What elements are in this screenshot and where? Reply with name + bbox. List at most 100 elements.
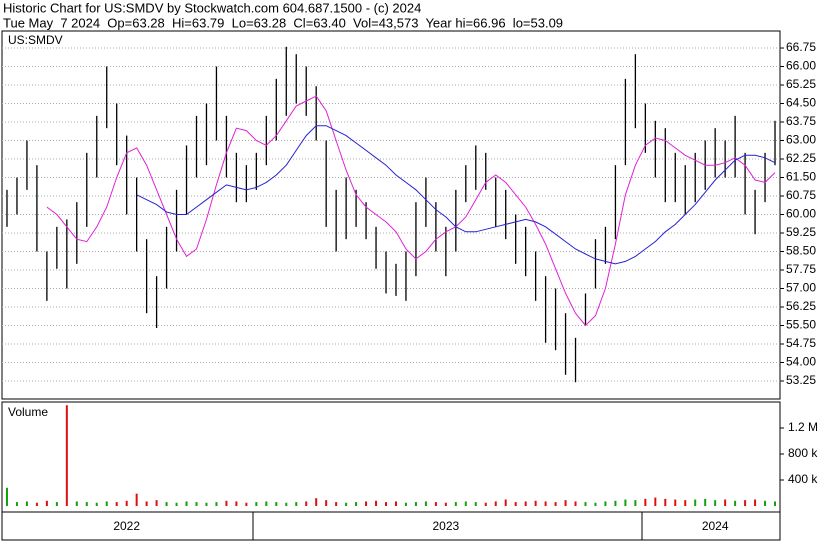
volume-bar — [235, 501, 238, 506]
volume-bar — [355, 502, 358, 506]
moving-average — [136, 125, 776, 265]
volume-bar — [724, 499, 727, 506]
panel-title: US:SMDV — [8, 33, 63, 47]
volume-bar — [704, 498, 707, 506]
volume-bar — [624, 499, 627, 506]
volume-bar — [694, 499, 697, 506]
volume-bar — [504, 499, 507, 506]
volume-bar — [225, 500, 228, 506]
volume-bar — [295, 502, 298, 506]
volume-bar — [315, 498, 318, 506]
y-tick-label: 400 k — [788, 472, 818, 486]
y-tick-label: 66.75 — [786, 40, 816, 54]
volume-bar — [305, 501, 308, 506]
y-tick-label: 57.75 — [786, 262, 816, 276]
y-tick-label: 54.00 — [786, 355, 816, 369]
y-tick-label: 1.2 M — [788, 420, 818, 434]
volume-bar — [404, 502, 407, 506]
volume-bar — [714, 500, 717, 506]
x-tick-label: 2024 — [702, 519, 729, 533]
volume-bar — [195, 502, 198, 506]
volume-bar — [75, 501, 78, 506]
volume-bar — [524, 501, 527, 506]
volume-bar — [474, 502, 477, 506]
header-line: Historic Chart for US:SMDV by Stockwatch… — [3, 0, 421, 15]
volume-bar — [265, 501, 268, 506]
volume-bar — [744, 500, 747, 506]
y-tick-label: 56.25 — [786, 299, 816, 313]
volume-bar — [754, 499, 757, 506]
volume-bar — [375, 500, 378, 506]
y-tick-label: 54.75 — [786, 336, 816, 350]
volume-bar — [185, 501, 188, 506]
volume-bar — [544, 501, 547, 506]
volume-bar — [444, 502, 447, 506]
volume-bar — [534, 500, 537, 506]
volume-bar — [275, 502, 278, 506]
y-tick-label: 63.00 — [786, 133, 816, 147]
volume-bar — [325, 500, 328, 506]
volume-bar — [514, 502, 517, 506]
volume-bar — [394, 501, 397, 506]
y-tick-label: 60.00 — [786, 207, 816, 221]
y-tick-label: 64.50 — [786, 96, 816, 110]
volume-bar — [65, 405, 68, 506]
volume-bar — [654, 497, 657, 506]
volume-bar — [574, 501, 577, 506]
y-tick-label: 63.75 — [786, 114, 816, 128]
volume-bar — [25, 501, 28, 506]
volume-bar — [175, 502, 178, 506]
volume-bar — [634, 500, 637, 506]
volume-bar — [594, 502, 597, 506]
y-tick-label: 53.25 — [786, 373, 816, 387]
volume-bar — [15, 502, 18, 506]
panel-title: Volume — [8, 405, 48, 419]
volume-bar — [365, 501, 368, 506]
volume-bar — [145, 501, 148, 506]
y-tick-label: 65.25 — [786, 77, 816, 91]
volume-bar — [285, 502, 288, 506]
volume-bar — [55, 502, 58, 506]
volume-bar — [115, 502, 118, 506]
volume-bar — [125, 500, 128, 506]
volume-bar — [345, 502, 348, 506]
volume-bar — [215, 502, 218, 506]
y-tick-label: 62.25 — [786, 151, 816, 165]
volume-bar — [494, 501, 497, 506]
header-line: Tue May 7 2024 Op=63.28 Hi=63.79 Lo=63.2… — [3, 15, 563, 30]
y-tick-label: 59.25 — [786, 225, 816, 239]
y-tick-label: 58.50 — [786, 244, 816, 258]
y-tick-label: 800 k — [788, 446, 818, 460]
volume-bar — [424, 501, 427, 506]
date-frame — [1, 511, 781, 541]
volume-bar — [35, 502, 38, 506]
volume-bar — [105, 501, 108, 506]
volume-bar — [45, 500, 48, 506]
volume-bar — [764, 500, 767, 506]
x-tick-label: 2022 — [113, 519, 140, 533]
volume-bar — [584, 502, 587, 506]
volume-bar — [434, 502, 437, 506]
y-tick-label: 55.50 — [786, 318, 816, 332]
volume-bar — [95, 502, 98, 506]
volume-bar — [205, 502, 208, 506]
y-tick-label: 61.50 — [786, 170, 816, 184]
volume-bar — [554, 502, 557, 506]
volume-bar — [734, 500, 737, 506]
volume-bar — [464, 501, 467, 506]
volume-bar — [484, 502, 487, 506]
volume-bar — [155, 500, 158, 506]
volume-bar — [774, 501, 777, 506]
volume-bar — [664, 498, 667, 506]
volume-bar — [684, 500, 687, 506]
volume-bar — [385, 502, 388, 506]
volume-bar — [165, 502, 168, 506]
volume-bar — [564, 500, 567, 506]
y-tick-label: 60.75 — [786, 188, 816, 202]
volume-bar — [614, 500, 617, 506]
moving-average — [46, 95, 776, 327]
volume-bar — [85, 502, 88, 506]
y-tick-label: 66.00 — [786, 59, 816, 73]
